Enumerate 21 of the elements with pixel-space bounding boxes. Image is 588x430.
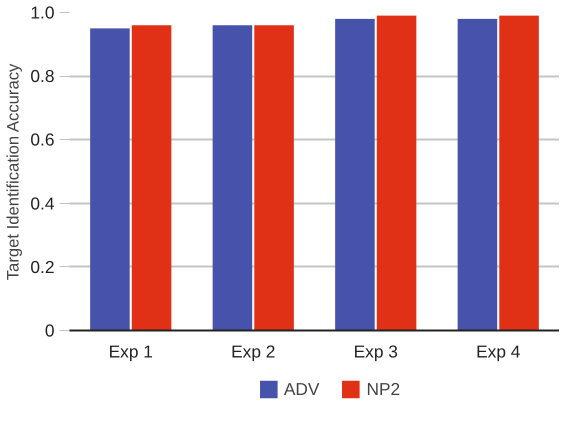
y-tick-label: 0.6: [30, 130, 55, 150]
x-tick-label: Exp 2: [231, 342, 276, 362]
bar: [254, 25, 294, 330]
bar: [335, 18, 375, 330]
x-tick-label: Exp 1: [108, 342, 153, 362]
y-tick-label: 1.0: [30, 2, 55, 22]
bar: [499, 16, 539, 330]
legend-label: NP2: [366, 378, 400, 400]
y-tick-label: 0: [44, 320, 55, 340]
bar: [90, 28, 130, 330]
y-axis-title: Target Identification Accuracy: [3, 62, 22, 280]
y-tick-label: 0.4: [30, 193, 55, 214]
y-tick-label: 0.8: [30, 66, 55, 86]
y-tick-label: 0.2: [30, 256, 55, 277]
x-tick-label: Exp 4: [476, 342, 521, 362]
bar: [132, 25, 172, 330]
x-tick-label: Exp 3: [354, 342, 398, 362]
legend-label: ADV: [284, 378, 320, 400]
bar: [212, 25, 252, 330]
bar: [376, 16, 416, 330]
bar: [458, 18, 498, 330]
